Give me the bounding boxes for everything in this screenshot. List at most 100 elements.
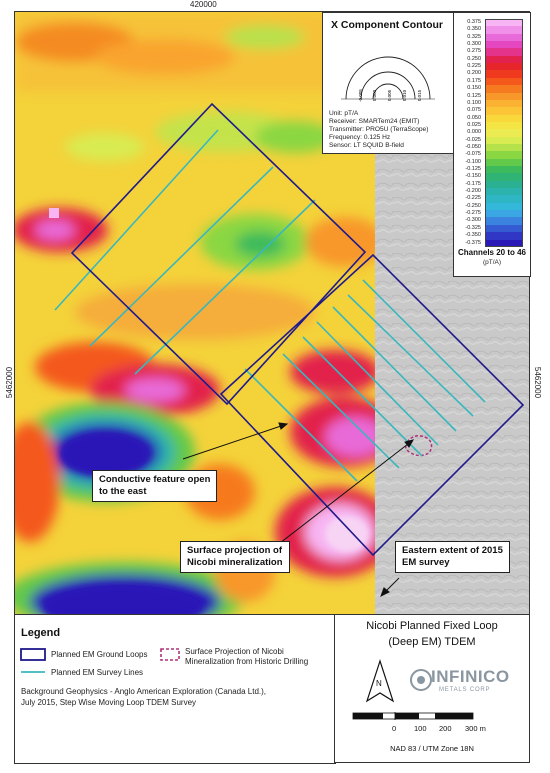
map-title-line: (Deep EM) TDEM: [388, 636, 476, 648]
callout-eastern-extent: Eastern extent of 2015 EM survey: [395, 541, 510, 573]
color-scale-tick: 0.125: [467, 92, 481, 99]
legend-symbols: [20, 648, 180, 673]
receiver-text: Receiver: SMARTem24 (EMIT): [329, 118, 420, 125]
data-source-note: Background Geophysics - Anglo American E…: [21, 687, 331, 708]
color-swatch: [485, 143, 523, 152]
color-scale-tick: 0.250: [467, 55, 481, 62]
color-ramp-border: [485, 19, 523, 247]
color-swatch: [485, 136, 523, 145]
color-scale-unit: (pT/A): [482, 259, 502, 266]
color-scale-tick: -0.100: [465, 158, 481, 165]
color-swatch: [485, 180, 523, 189]
color-scale-tick: -0.050: [465, 143, 481, 150]
color-scale-tick: 0.375: [467, 19, 481, 25]
color-swatch: [485, 41, 523, 49]
color-scale-tick: 0.000: [467, 129, 481, 136]
legend-title: Legend: [21, 627, 61, 639]
color-scale-tick: 0.100: [467, 99, 481, 106]
color-scale-tick: -0.350: [465, 232, 481, 239]
color-swatch: [485, 77, 523, 86]
loop-symbol: [20, 648, 46, 661]
infinico-logo-icon: [410, 669, 432, 691]
color-scale-tick: 0.225: [467, 63, 481, 70]
contour-profile-diagram: [341, 56, 435, 100]
color-swatch: [485, 19, 523, 27]
callout-line: Conductive feature open: [99, 474, 211, 485]
profile-tick: 0.000: [372, 89, 378, 102]
north-arrow-logo-box: N INFINICO METALS CORP: [334, 654, 530, 709]
color-swatch: [485, 166, 523, 174]
legend-loops-label: Planned EM Ground Loops: [51, 650, 148, 659]
sensor-text: Sensor: LT SQUID B-field: [329, 142, 404, 149]
em-ground-loops: [70, 102, 525, 557]
color-scale-tick: -0.225: [465, 195, 481, 202]
color-swatch: [485, 151, 523, 160]
color-swatch: [485, 99, 523, 108]
mineralization-projection: [404, 435, 433, 457]
color-scale-tick: -0.125: [465, 166, 481, 172]
survey-lines-nw: [54, 129, 316, 375]
color-scale-tick: 0.275: [467, 48, 481, 55]
survey-parameters: Unit: pT/A Receiver: SMARTem24 (EMIT) Tr…: [329, 110, 428, 150]
color-scale-tick: -0.200: [465, 188, 481, 195]
callout-line: Eastern extent of 2015: [402, 545, 503, 556]
callout-surface-projection: Surface projection of Nicobi mineralizat…: [180, 541, 290, 573]
color-swatch: [485, 33, 523, 42]
callout-line: Surface projection of: [187, 545, 283, 556]
logo-subtitle: METALS CORP: [439, 687, 491, 693]
scale-label: 200: [439, 724, 452, 733]
scale-bar: [352, 712, 474, 720]
legend-lines-label: Planned EM Survey Lines: [51, 668, 144, 677]
color-swatch: [485, 114, 523, 123]
north-label: N: [376, 679, 382, 688]
color-swatch: [485, 70, 523, 79]
color-scale-tick: -0.150: [465, 173, 481, 180]
color-scale-title: Channels 20 to 46: [457, 248, 527, 257]
color-swatch: [485, 202, 523, 211]
coordinate-system: NAD 83 / UTM Zone 18N: [390, 744, 474, 753]
color-scale-tick: 0.350: [467, 26, 481, 33]
color-swatch: [485, 158, 523, 167]
color-swatch: [485, 48, 523, 57]
easting-label: 420000: [190, 0, 217, 9]
color-swatch: [485, 121, 523, 130]
color-scale-tick: -0.275: [465, 210, 481, 217]
color-swatch: [485, 232, 523, 240]
callout-conductive-feature: Conductive feature open to the east: [92, 470, 218, 502]
map-title-line: Nicobi Planned Fixed Loop: [366, 620, 498, 632]
color-scale-tick: 0.025: [467, 121, 481, 128]
legend-projection-line: Surface Projection of Nicobi: [185, 647, 284, 656]
color-scale-tick: -0.250: [465, 202, 481, 209]
color-scale-tick: 0.150: [467, 85, 481, 92]
scale-label: 0: [392, 724, 397, 733]
projection-symbol: [160, 648, 180, 661]
north-arrow-icon: [365, 659, 395, 703]
callout-line: EM survey: [402, 557, 450, 568]
color-scale-tick: -0.325: [465, 224, 481, 231]
contour-title: X Component Contour: [331, 19, 443, 31]
color-swatch: [485, 85, 523, 93]
color-swatch: [485, 129, 523, 138]
logo-wordmark: INFINICO: [431, 667, 510, 686]
frequency-text: Frequency: 0.125 Hz: [329, 134, 391, 141]
color-scale: 0.375 0.350 0.325 0.300 0.275 0.250 0.225 0.200…: [453, 12, 531, 277]
color-scale-tick: 0.200: [467, 70, 481, 77]
color-swatch: [485, 173, 523, 182]
unit-text: Unit: pT/A: [329, 110, 359, 117]
color-swatch: [485, 210, 523, 218]
legend-projection-line: Mineralization from Historic Drilling: [185, 657, 309, 666]
color-swatch: [485, 195, 523, 204]
profile-tick: -0.005: [357, 89, 363, 102]
callout-leaders: [182, 422, 415, 598]
color-scale-tick: 0.300: [467, 41, 481, 48]
color-scale-tick: 0.075: [467, 107, 481, 114]
callout-line: to the east: [99, 486, 147, 497]
color-scale-tick: -0.300: [465, 217, 481, 224]
color-scale-tick: -0.375: [465, 239, 481, 246]
color-swatch: [485, 55, 523, 64]
contour-inset: X Component Contour -0.005 0.000 0.005 0…: [322, 12, 455, 154]
color-swatch: [485, 92, 523, 101]
profile-tick: 0.015: [417, 89, 423, 102]
legend-panel: Legend Planned EM Ground Loops Planned E…: [14, 614, 336, 764]
